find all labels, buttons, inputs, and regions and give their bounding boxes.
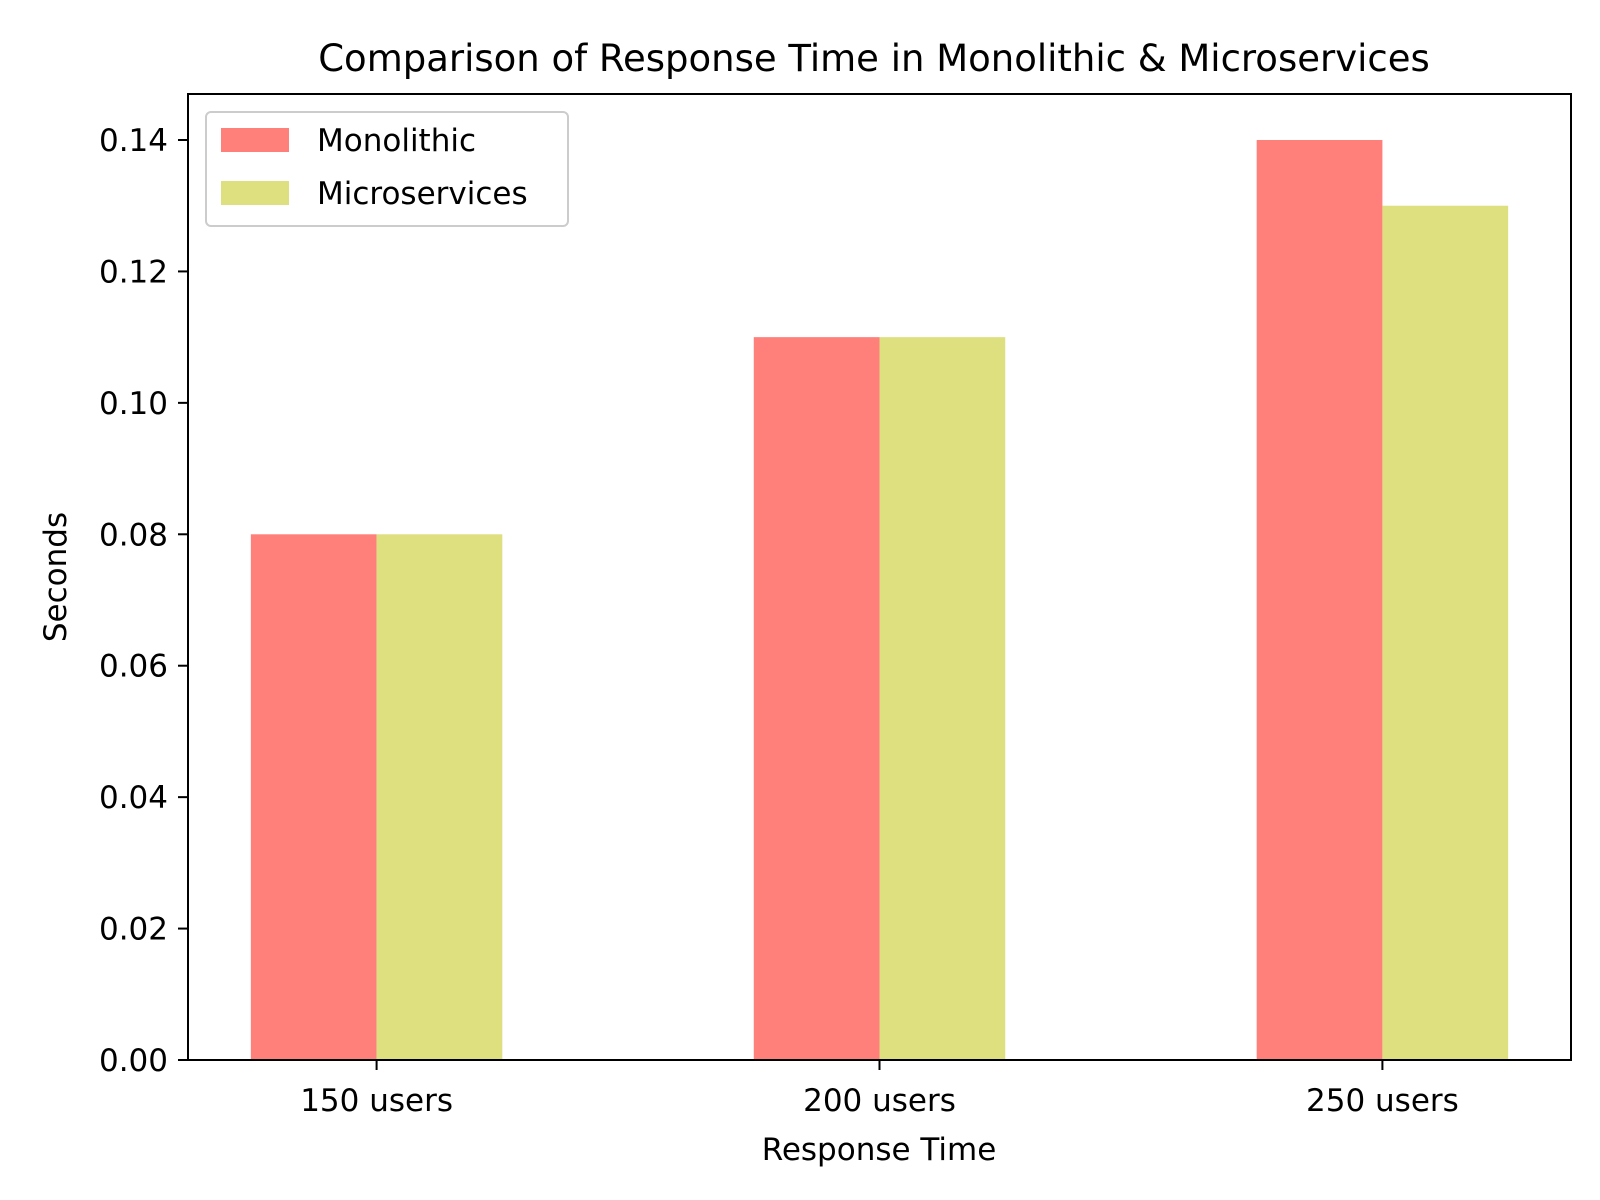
- bars-layer: [250, 140, 1509, 1060]
- legend-label-microservices: Microservices: [317, 176, 528, 212]
- y-tick-label: 0.06: [99, 649, 168, 685]
- x-tick-label: 200 users: [803, 1083, 956, 1119]
- plot-frame: [187, 93, 1572, 1061]
- bar-monolithic-150-users: [250, 534, 377, 1060]
- legend-box: [205, 111, 569, 227]
- y-axis-ticks: 0.00 0.02 0.04 0.06 0.08 0.10 0.12 0.14: [99, 123, 188, 1079]
- y-tick-label: 0.08: [99, 517, 168, 553]
- bar-microservices-250-users: [1382, 205, 1509, 1060]
- y-tick-label: 0.14: [99, 123, 168, 159]
- legend-swatch-monolithic: [221, 128, 289, 152]
- legend: Monolithic Microservices: [205, 111, 569, 227]
- y-tick-label: 0.10: [99, 386, 168, 422]
- y-tick-label: 0.04: [99, 780, 168, 816]
- x-axis-ticks: 150 users 200 users 250 users: [300, 1060, 1459, 1119]
- y-tick-label: 0.02: [99, 912, 168, 948]
- y-tick-label: 0.00: [99, 1043, 168, 1079]
- bar-monolithic-200-users: [753, 337, 880, 1060]
- legend-entries: Monolithic Microservices: [221, 123, 528, 212]
- legend-label-monolithic: Monolithic: [317, 123, 476, 159]
- legend-swatch-microservices: [221, 181, 289, 205]
- x-tick-label: 150 users: [300, 1083, 453, 1119]
- bar-microservices-200-users: [879, 337, 1006, 1060]
- y-tick-label: 0.12: [99, 254, 168, 290]
- bar-monolithic-250-users: [1256, 140, 1383, 1060]
- x-tick-label: 250 users: [1306, 1083, 1459, 1119]
- y-axis-label: Seconds: [38, 512, 74, 642]
- x-axis-label: Response Time: [762, 1132, 997, 1168]
- bar-microservices-150-users: [376, 534, 503, 1060]
- chart-title: Comparison of Response Time in Monolithi…: [318, 37, 1430, 80]
